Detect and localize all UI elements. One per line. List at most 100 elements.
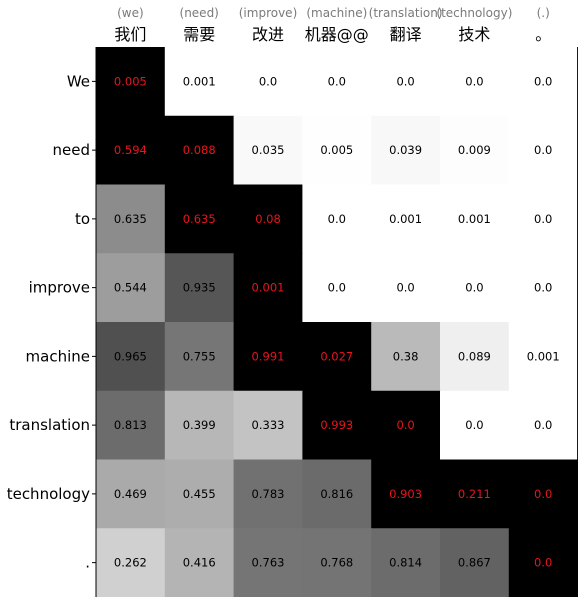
cell-value: 0.0 (534, 487, 552, 501)
cell-value: 0.399 (183, 418, 216, 432)
cell-value: 0.035 (252, 143, 285, 157)
column-gloss-label: (.) (537, 6, 550, 20)
cell-value: 0.594 (114, 143, 147, 157)
heatmap-cell (371, 528, 441, 597)
heatmap-cell (96, 184, 166, 254)
heatmap-cell (164, 115, 235, 185)
cell-value: 0.001 (527, 349, 560, 363)
column-token-label: 机器@@ (305, 25, 369, 44)
cell-value: 0.027 (320, 349, 353, 363)
heatmap-cell (371, 253, 441, 323)
heatmap-cell (96, 115, 166, 185)
heatmap-cell (233, 115, 303, 185)
heatmap-cell (302, 253, 372, 323)
column-token-label: 改进 (252, 25, 284, 44)
cell-value: 0.001 (389, 212, 422, 226)
cell-value: 0.0 (396, 418, 414, 432)
heatmap-cell (440, 184, 510, 254)
heatmap-cell (164, 184, 235, 254)
heatmap-cell (233, 459, 303, 529)
cell-value: 0.0 (534, 212, 552, 226)
heatmap-cell (508, 47, 578, 117)
heatmap-cell (302, 528, 372, 597)
column-token-label: 我们 (114, 25, 146, 44)
cell-value: 0.991 (252, 349, 285, 363)
heatmap-cell (302, 115, 372, 185)
cell-value: 0.416 (183, 556, 216, 570)
cell-value: 0.089 (458, 349, 491, 363)
heatmap-cell (508, 322, 578, 392)
column-gloss-label: (translation) (369, 6, 443, 20)
cell-value: 0.333 (252, 418, 285, 432)
heatmap-cell (371, 322, 441, 392)
cell-value: 0.211 (458, 487, 491, 501)
cell-value: 0.005 (114, 74, 147, 88)
heatmap-cell (302, 47, 372, 117)
heatmap-cell (164, 253, 235, 323)
cell-value: 0.455 (183, 487, 216, 501)
cell-value: 0.009 (458, 143, 491, 157)
cell-value: 0.38 (393, 349, 419, 363)
cell-value: 0.039 (389, 143, 422, 157)
heatmap-cell (96, 322, 166, 392)
cell-value: 0.768 (320, 556, 353, 570)
cell-value: 0.0 (465, 418, 483, 432)
cell-value: 0.005 (320, 143, 353, 157)
cell-value: 0.816 (320, 487, 353, 501)
cell-value: 0.783 (252, 487, 285, 501)
row-label: translation (9, 416, 90, 434)
heatmap-cell (164, 390, 235, 460)
heatmap-cell (233, 528, 303, 597)
cell-value: 0.0 (396, 74, 414, 88)
cell-value: 0.0 (534, 556, 552, 570)
cell-value: 0.0 (465, 281, 483, 295)
heatmap-cell (302, 459, 372, 529)
column-gloss-label: (we) (117, 6, 144, 20)
cell-value: 0.814 (389, 556, 422, 570)
heatmap-cell (164, 528, 235, 597)
heatmap-cell (233, 322, 303, 392)
cell-value: 0.965 (114, 349, 147, 363)
heatmap-cell (96, 390, 166, 460)
cell-value: 0.08 (255, 212, 281, 226)
column-gloss-label: (need) (180, 6, 219, 20)
row-label: We (67, 72, 90, 90)
cell-value: 0.001 (183, 74, 216, 88)
heatmap-cell (96, 47, 166, 117)
cell-value: 0.635 (183, 212, 216, 226)
heatmap-cell (302, 390, 372, 460)
cell-value: 0.0 (328, 74, 346, 88)
column-gloss-label: (improve) (239, 6, 298, 20)
row-label: machine (26, 347, 90, 365)
heatmap-cell (302, 322, 372, 392)
row-label: improve (29, 279, 90, 297)
cell-value: 0.0 (534, 418, 552, 432)
cell-value: 0.088 (183, 143, 216, 157)
heatmap-cell (508, 390, 578, 460)
column-token-label: 需要 (183, 25, 215, 44)
cell-value: 0.001 (252, 281, 285, 295)
cell-value: 0.262 (114, 556, 147, 570)
heatmap-cell (164, 47, 235, 117)
cell-value: 0.755 (183, 349, 216, 363)
heatmap-cell (371, 390, 441, 460)
cell-value: 0.0 (396, 281, 414, 295)
heatmap-cell (440, 390, 510, 460)
cell-value: 0.867 (458, 556, 491, 570)
heatmap-cell (371, 115, 441, 185)
row-label: . (85, 554, 90, 572)
heatmap-cell (440, 253, 510, 323)
heatmap-cell (440, 115, 510, 185)
heatmap-cell (233, 184, 303, 254)
cell-value: 0.0 (534, 143, 552, 157)
cell-value: 0.0 (328, 281, 346, 295)
heatmap-cell (371, 184, 441, 254)
cell-value: 0.903 (389, 487, 422, 501)
row-label: technology (7, 485, 90, 503)
heatmap-cell (440, 47, 510, 117)
heatmap-cell (233, 390, 303, 460)
row-label: to (75, 210, 90, 228)
cell-value: 0.0 (465, 74, 483, 88)
cell-value: 0.935 (183, 281, 216, 295)
